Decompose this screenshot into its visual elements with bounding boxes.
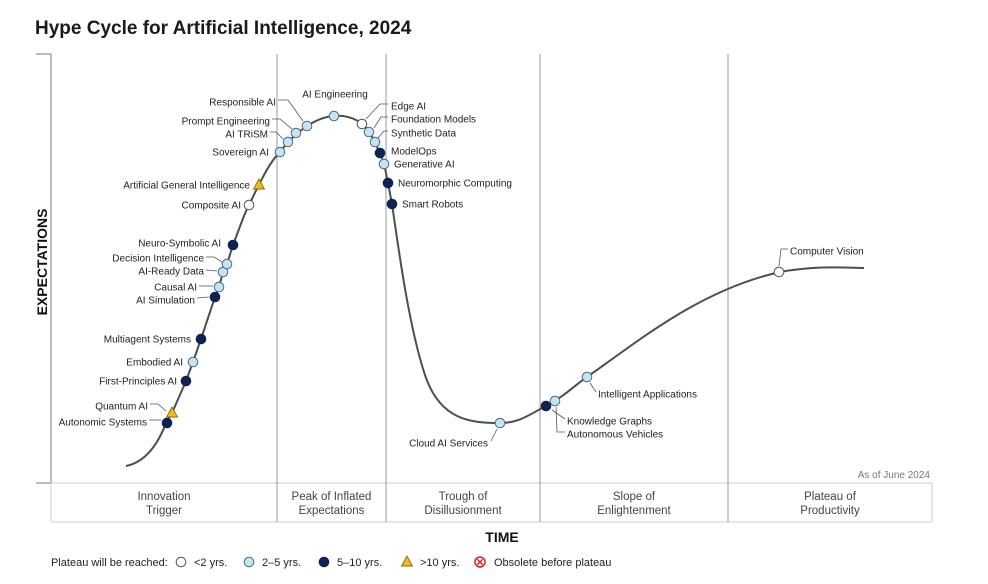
phase-label-trough-of-disillusionment: Trough of Disillusionment [424,491,502,517]
leader-edge-ai [365,103,388,120]
label-computer-vision: Computer Vision [790,247,864,258]
point-intelligent-applications [581,371,593,383]
label-embodied-ai: Embodied AI [126,358,183,369]
label-quantum-ai: Quantum AI [95,402,148,413]
label-composite-ai: Composite AI [182,201,241,212]
label-generative-ai: Generative AI [394,160,455,171]
point-edge-ai [356,118,368,130]
leader-computer-vision [778,248,788,267]
legend-label-5to10: 5–10 yrs. [337,557,382,569]
leader-autonomous-vehicles [555,406,565,433]
label-edge-ai: Edge AI [391,102,426,113]
point-quantum-ai [165,406,179,418]
leader-cloud-ai-services [490,428,498,442]
label-ai-simulation: AI Simulation [136,296,195,307]
point-causal-ai [213,281,225,293]
label-prompt-engineering: Prompt Engineering [182,117,270,128]
legend-label-obsolete: Obsolete before plateau [494,557,611,569]
legend-label-2to5: 2–5 yrs. [262,557,301,569]
point-decision-intelligence [221,258,233,270]
leader-knowledge-graphs [551,409,566,420]
legend-marker-gt10 [400,555,414,567]
chart-title: Hype Cycle for Artificial Intelligence, … [35,18,412,39]
legend-title: Plateau will be reached: [51,557,168,569]
label-modelops: ModelOps [391,147,437,158]
legend-marker-obsolete [474,556,486,568]
phase-band [50,482,933,523]
point-prompt-engineering [290,127,302,139]
leader-ai-simulation [196,296,210,299]
point-autonomic-systems [161,417,173,429]
leader-prompt-engineering [272,118,293,130]
y-axis-title: EXPECTATIONS [34,209,50,316]
point-neuromorphic-computing [382,177,394,189]
phase-label-plateau-of-productivity: Plateau of Productivity [800,491,860,517]
legend-marker-5to10 [318,556,330,568]
point-sovereign-ai [274,146,286,158]
point-generative-ai [378,158,390,170]
leader-quantum-ai [150,403,167,412]
point-ai-simulation [209,291,221,303]
legend-marker-2to5 [243,556,255,568]
label-responsible-ai: Responsible AI [209,98,276,109]
label-synthetic-data: Synthetic Data [391,129,456,140]
point-responsible-ai [301,120,313,132]
label-decision-intelligence: Decision Intelligence [112,254,204,265]
label-cloud-ai-services: Cloud AI Services [409,439,488,450]
point-computer-vision [773,266,785,278]
label-neuro-symbolic-ai: Neuro-Symbolic AI [138,239,221,250]
leader-synthetic-data [377,130,388,139]
point-embodied-ai [187,356,199,368]
label-smart-robots: Smart Robots [402,200,463,211]
leader-intelligent-applications [589,382,597,393]
label-causal-ai: Causal AI [154,283,197,294]
point-composite-ai [243,199,255,211]
as-of-note: As of June 2024 [858,470,931,481]
label-autonomous-vehicles: Autonomous Vehicles [567,430,663,441]
point-cloud-ai-services [494,417,506,429]
legend-marker-lt2 [175,556,187,568]
label-artificial-general-intelligence: Artificial General Intelligence [123,181,250,192]
phase-label-peak-of-inflated-expectations: Peak of Inflated Expectations [292,491,372,517]
point-artificial-general-intelligence [252,178,266,190]
label-intelligent-applications: Intelligent Applications [598,390,697,401]
leader-foundation-models [373,116,388,129]
phase-label-innovation-trigger: Innovation Trigger [137,491,190,517]
point-multiagent-systems [195,333,207,345]
point-autonomous-vehicles [549,395,561,407]
label-ai-engineering: AI Engineering [302,90,368,101]
point-synthetic-data [369,136,381,148]
label-multiagent-systems: Multiagent Systems [104,335,191,346]
label-ai-ready-data: AI-Ready Data [138,267,204,278]
hype-curve [125,114,865,467]
leader-ai-ready-data [205,269,218,272]
point-modelops [374,147,386,159]
label-foundation-models: Foundation Models [391,115,476,126]
point-first-principles-ai [180,375,192,387]
leader-responsible-ai [278,99,304,122]
point-knowledge-graphs [540,400,552,412]
label-neuromorphic-computing: Neuromorphic Computing [398,179,512,190]
legend-label-gt10: >10 yrs. [420,557,459,569]
label-first-principles-ai: First-Principles AI [99,377,177,388]
legend-label-lt2: <2 yrs. [194,557,227,569]
leader-ai-trism [270,131,284,140]
phase-label-slope-of-enlightenment: Slope of Enlightenment [597,491,671,517]
label-autonomic-systems: Autonomic Systems [59,418,147,429]
label-knowledge-graphs: Knowledge Graphs [567,417,652,428]
point-ai-trism [282,136,294,148]
label-sovereign-ai: Sovereign AI [212,148,269,159]
point-smart-robots [386,198,398,210]
x-axis-title: TIME [485,529,518,545]
point-foundation-models [363,126,375,138]
leader-decision-intelligence [206,256,223,263]
point-neuro-symbolic-ai [227,239,239,251]
label-ai-trism: AI TRiSM [225,130,268,141]
point-ai-engineering [328,110,340,122]
